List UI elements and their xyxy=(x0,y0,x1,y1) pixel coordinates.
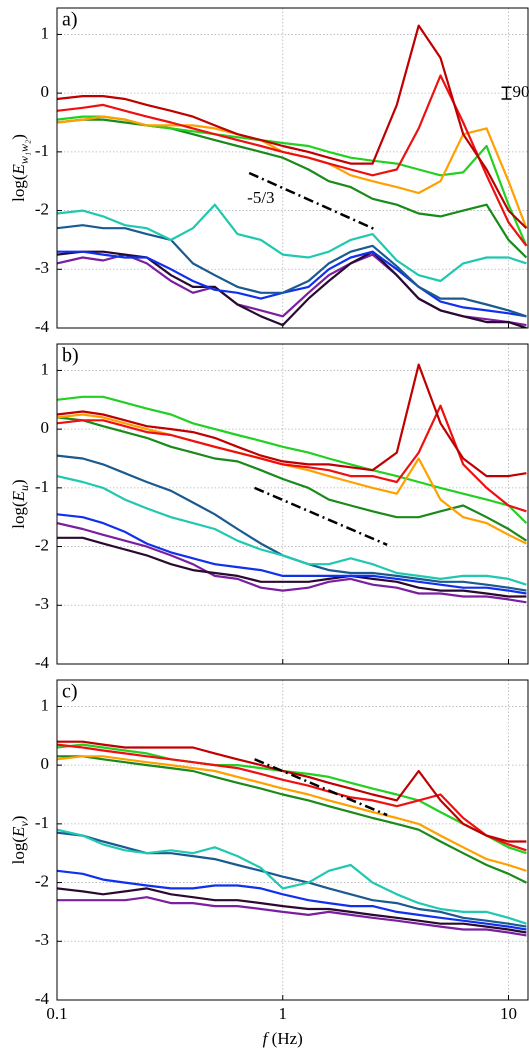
y-axis-label-part: E xyxy=(9,164,28,176)
y-tick-label: -1 xyxy=(35,813,49,832)
series-line xyxy=(57,869,527,931)
y-tick-label: -1 xyxy=(35,477,49,496)
y-axis-label-part: log( xyxy=(9,837,28,865)
y-axis-label-part: E xyxy=(9,826,28,838)
y-tick-label: -1 xyxy=(35,141,49,160)
reference-line xyxy=(254,758,388,817)
series-line xyxy=(57,755,527,872)
error-label: 90% xyxy=(513,82,529,101)
frame xyxy=(56,7,529,329)
series-line xyxy=(57,828,527,925)
y-tick-label: -3 xyxy=(35,258,49,277)
x-axis-label-part: (Hz) xyxy=(267,1029,302,1048)
frame xyxy=(56,679,529,1001)
y-tick-label: 1 xyxy=(41,695,50,714)
y-tick-label: -2 xyxy=(35,199,49,218)
series-line xyxy=(57,475,527,586)
y-axis-label-part: v xyxy=(17,821,31,827)
y-axis-label-part: log( xyxy=(9,501,28,529)
series-line xyxy=(57,454,527,592)
series-line xyxy=(57,743,527,855)
panel: -4 -3 -2 -1 0 1 b) log(Eu) xyxy=(9,343,529,672)
x-axis-label-part: f xyxy=(263,1029,270,1048)
x-tick-label: 10 xyxy=(500,1004,517,1023)
series-line xyxy=(57,513,527,595)
y-tick-label: 0 xyxy=(41,754,50,773)
y-axis-label-part: w₁w₂ xyxy=(17,140,31,164)
frame xyxy=(56,343,529,665)
y-tick-label: 0 xyxy=(41,82,50,101)
series-line xyxy=(57,203,527,283)
y-axis-label-part: ) xyxy=(9,816,28,822)
y-axis-label: log(Ew₁w₂) xyxy=(9,134,31,202)
y-axis-label-part: E xyxy=(9,490,28,502)
y-axis-label-part: log( xyxy=(9,174,28,202)
y-tick-label: -3 xyxy=(35,930,49,949)
series-line xyxy=(57,743,527,852)
y-tick-label: -3 xyxy=(35,594,49,613)
series-line xyxy=(57,395,528,524)
reference-line xyxy=(254,486,388,546)
series-line xyxy=(57,896,527,937)
panel: -4 -3 -2 -1 0 1 0.1 1 10 c) log(Ev) f (Hz) xyxy=(9,679,529,1048)
series-line xyxy=(57,24,528,229)
y-tick-label: 1 xyxy=(41,23,50,42)
y-axis-label-part: ) xyxy=(9,479,28,485)
y-tick-label: -4 xyxy=(35,653,50,672)
y-tick-label: 0 xyxy=(41,418,50,437)
y-axis-label: log(Ev) xyxy=(9,816,31,865)
series-line xyxy=(57,413,527,545)
series-line xyxy=(57,740,527,843)
series-line xyxy=(57,536,527,598)
series-line xyxy=(57,416,528,542)
y-tick-label: -2 xyxy=(35,871,49,890)
y-tick-label: -2 xyxy=(35,535,49,554)
series-line xyxy=(57,118,528,259)
panel-label: a) xyxy=(62,9,78,31)
y-tick-label: -4 xyxy=(35,989,50,1008)
series-line xyxy=(57,224,527,318)
series-line xyxy=(57,522,527,604)
x-axis-label: f (Hz) xyxy=(263,1029,303,1048)
y-tick-label: -4 xyxy=(35,317,50,336)
slope-label: -5/3 xyxy=(247,188,274,207)
reference-line xyxy=(248,171,377,232)
panel-label: b) xyxy=(62,345,79,367)
series-line xyxy=(57,887,527,934)
y-axis-label-part: u xyxy=(17,485,31,491)
x-tick-label: 0.1 xyxy=(46,1004,67,1023)
series-line xyxy=(57,404,527,513)
series-line xyxy=(57,250,527,328)
x-tick-label: 1 xyxy=(279,1004,288,1023)
panel-label: c) xyxy=(62,681,78,703)
panel: -4 -3 -2 -1 0 1 -5/3 90% a) log(Ew₁w₂) xyxy=(9,7,529,336)
series-line xyxy=(57,831,527,928)
y-axis-label: log(Eu) xyxy=(9,479,31,528)
y-axis-label-part: ) xyxy=(9,134,28,140)
y-tick-label: 1 xyxy=(41,359,50,378)
series-line xyxy=(57,755,527,884)
series-line xyxy=(57,250,527,318)
series-line xyxy=(57,363,527,478)
